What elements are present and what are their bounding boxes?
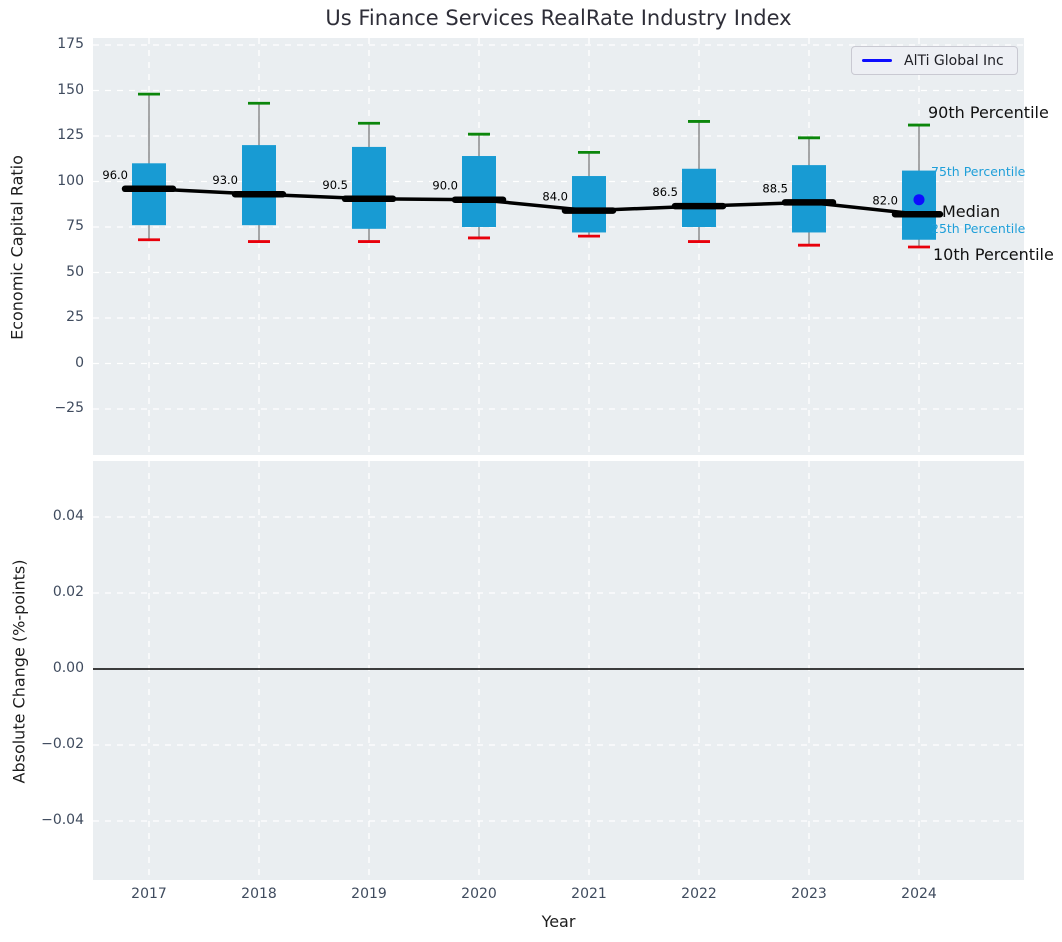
iqr-box: [792, 165, 826, 233]
iqr-box: [572, 176, 606, 233]
annotation-75th-percentile: 75th Percentile: [931, 164, 1026, 179]
x-tick-label: 2024: [901, 886, 937, 902]
boxplot-canvas: 96.0 93.0 90.5 90.0 84.0 86.5 88.5 82.0: [93, 38, 1024, 455]
y-tick-label: 125: [57, 127, 84, 143]
median-value-label: 86.5: [652, 185, 678, 199]
plot-area-bottom: [93, 461, 1024, 880]
median-value-label: 96.0: [102, 168, 128, 182]
annotation-90th-percentile: 90th Percentile: [928, 103, 1049, 122]
median-value-label: 84.0: [542, 190, 568, 204]
median-value-label: 90.5: [322, 178, 348, 192]
iqr-box: [242, 145, 276, 226]
y-tick-label: 75: [66, 218, 84, 234]
iqr-box: [682, 168, 716, 227]
x-tick-label: 2019: [351, 886, 387, 902]
iqr-box: [352, 146, 386, 229]
y-tick-label: 0.00: [52, 660, 84, 676]
y-tick-label: 25: [66, 309, 84, 325]
iqr-box: [462, 156, 496, 227]
x-tick-label: 2021: [571, 886, 607, 902]
y-tick-label: −0.02: [41, 736, 84, 752]
annotation-median: Median: [942, 202, 1001, 221]
median-value-label: 90.0: [432, 179, 458, 193]
x-tick-label: 2020: [461, 886, 497, 902]
y-tick-label: 50: [66, 263, 84, 280]
median-value-label: 82.0: [872, 193, 898, 207]
iqr-box: [132, 163, 166, 226]
x-axis-label: Year: [541, 912, 576, 931]
x-tick-label: 2017: [131, 886, 167, 902]
y-tick-label: 175: [57, 36, 84, 52]
y-tick-label: −0.04: [41, 812, 84, 828]
y-tick-label: 150: [57, 81, 84, 98]
y-tick-label: 0.02: [52, 584, 84, 600]
annotation-10th-percentile: 10th Percentile: [933, 245, 1054, 264]
legend-label: AlTi Global Inc: [904, 52, 1004, 69]
plot-area-top: 96.0 93.0 90.5 90.0 84.0 86.5 88.5 82.0: [93, 38, 1024, 455]
chart-title: Us Finance Services RealRate Industry In…: [325, 6, 792, 30]
y-tick-label: 0.04: [52, 508, 84, 524]
change-canvas: [93, 461, 1024, 880]
x-tick-label: 2023: [791, 886, 827, 902]
y-tick-label: −25: [54, 400, 84, 416]
legend: AlTi Global Inc: [851, 46, 1018, 75]
x-tick-label: 2022: [681, 886, 717, 902]
y-tick-label: 0: [75, 354, 84, 371]
median-value-label: 93.0: [212, 173, 238, 187]
y-tick-label: 100: [57, 172, 84, 189]
median-value-label: 88.5: [762, 181, 788, 195]
x-tick-label: 2018: [241, 886, 277, 902]
company-data-point: [913, 194, 925, 206]
annotation-25th-percentile: 25th Percentile: [931, 221, 1026, 236]
legend-line-swatch: [862, 59, 892, 62]
